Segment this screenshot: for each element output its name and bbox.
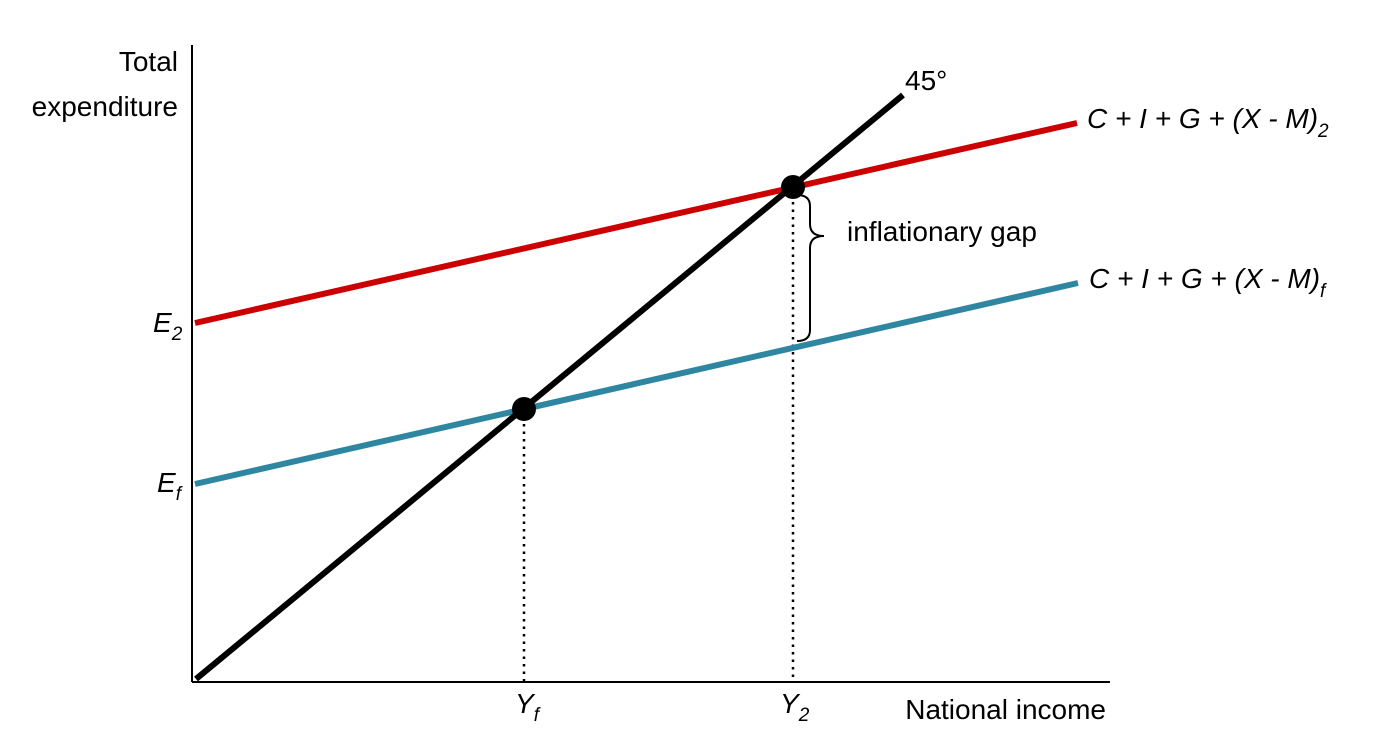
y-axis-label-line2: expenditure — [32, 91, 178, 122]
y-axis-label-line1: Total — [119, 46, 178, 77]
ef-intercept-label: Ef — [157, 467, 183, 505]
aggregate-expenditure-2-label: C + I + G + (X - M)2 — [1087, 103, 1329, 142]
aggregate-expenditure-2-line — [194, 120, 1078, 326]
equilibrium-point-full-employment — [512, 397, 536, 421]
e2-intercept-label: E2 — [153, 307, 183, 345]
yf-tick-label: Yf — [515, 688, 541, 726]
x-axis-label: National income — [905, 694, 1106, 725]
45-degree-label: 45° — [905, 65, 947, 96]
aggregate-expenditure-f-line — [194, 280, 1079, 487]
aggregate-expenditure-f-label: C + I + G + (X - M)f — [1089, 263, 1327, 302]
y2-tick-label: Y2 — [780, 688, 810, 726]
inflationary-gap-label: inflationary gap — [847, 216, 1037, 247]
equilibrium-point-2 — [781, 175, 805, 199]
inflationary-gap-brace — [796, 194, 825, 342]
